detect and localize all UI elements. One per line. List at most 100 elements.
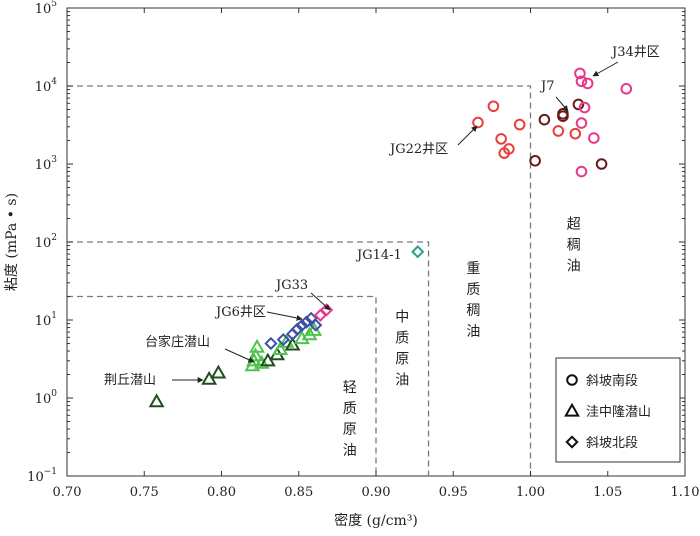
region-boundary bbox=[67, 85, 532, 476]
region-labels: 轻质原油 中质原油 重质稠油 超稠油 bbox=[343, 216, 581, 459]
y-tick-label: 10−1 bbox=[27, 467, 57, 485]
region-label: 中质原油 bbox=[395, 310, 409, 389]
annotation: JG14-1 bbox=[355, 248, 402, 263]
diamond-point bbox=[290, 322, 304, 336]
x-tick-label: 0.90 bbox=[362, 485, 391, 500]
circle-point bbox=[529, 154, 541, 167]
circle-point bbox=[503, 143, 515, 155]
annotation-arrow bbox=[457, 125, 478, 146]
triangle-point bbox=[210, 364, 227, 379]
series-triangle bbox=[148, 321, 323, 408]
annotation-label: 台家庄潜山 bbox=[145, 334, 210, 350]
circle-point bbox=[595, 158, 608, 170]
legend-circle-icon bbox=[566, 374, 578, 386]
x-tick-label: 1.05 bbox=[593, 485, 622, 500]
annotation: J34井区 bbox=[592, 45, 660, 77]
annotation: J7 bbox=[539, 79, 569, 112]
y-tick-label: 104 bbox=[35, 77, 58, 95]
annotation: 台家庄潜山 bbox=[145, 334, 255, 363]
triangle-point bbox=[301, 326, 318, 341]
diamond-point bbox=[309, 318, 323, 332]
x-tick-label: 0.70 bbox=[53, 485, 82, 500]
circle-point bbox=[569, 127, 582, 140]
annotation: JG22井区 bbox=[388, 125, 478, 157]
diamond-point bbox=[276, 333, 290, 347]
region-boundaries bbox=[67, 85, 532, 476]
region-boundary bbox=[67, 295, 377, 476]
circle-point bbox=[575, 117, 588, 129]
annotation: JG33 bbox=[274, 278, 331, 311]
data-points bbox=[148, 67, 633, 408]
legend-label: 斜坡南段 bbox=[586, 373, 638, 389]
circle-point bbox=[574, 67, 586, 80]
triangle-point bbox=[272, 341, 289, 356]
circle-point bbox=[620, 83, 633, 95]
circle-point bbox=[552, 125, 565, 137]
x-tick-label: 0.85 bbox=[284, 485, 313, 500]
region-label-text: 重质稠油 bbox=[466, 261, 480, 340]
annotation-arrow bbox=[310, 292, 331, 311]
triangle-point bbox=[278, 333, 295, 348]
legend-label: 洼中隆潜山 bbox=[586, 405, 651, 420]
circle-point bbox=[581, 77, 594, 90]
annotation-arrow bbox=[555, 96, 569, 112]
circle-point bbox=[513, 118, 526, 131]
annotation-label: JG14-1 bbox=[355, 248, 402, 263]
diamond-point bbox=[299, 315, 314, 329]
y-tick-label: 103 bbox=[35, 155, 58, 173]
triangle-point bbox=[247, 347, 264, 362]
circle-point bbox=[575, 75, 588, 88]
annotation-label: J7 bbox=[539, 79, 554, 94]
circle-point bbox=[495, 133, 507, 145]
legend-box bbox=[555, 357, 681, 463]
annotation-label: JG22井区 bbox=[388, 142, 448, 157]
annotation-arrow bbox=[224, 348, 255, 363]
circle-point bbox=[588, 132, 600, 144]
region-label-text: 轻质原油 bbox=[343, 380, 357, 459]
legend-label: 斜坡北段 bbox=[586, 436, 638, 451]
triangle-point bbox=[148, 393, 165, 408]
region-boundary bbox=[67, 241, 430, 476]
circle-point bbox=[578, 101, 591, 114]
y-tick-label: 100 bbox=[35, 389, 58, 407]
y-tick-label: 105 bbox=[35, 0, 58, 17]
annotation-label: JG33 bbox=[274, 278, 308, 293]
circle-point bbox=[472, 116, 484, 129]
x-tick-label: 0.75 bbox=[130, 485, 159, 500]
circle-point bbox=[575, 165, 588, 178]
circle-point bbox=[538, 113, 551, 126]
x-axis-title: 密度 (g/cm³) bbox=[334, 512, 418, 529]
annotation-label: 荆丘潜山 bbox=[104, 372, 156, 388]
diamond-point bbox=[264, 336, 278, 351]
x-axis-ticks: 0.70 0.75 0.80 0.85 0.90 0.95 1.00 1.05 1.10 bbox=[53, 8, 700, 500]
x-tick-label: 0.95 bbox=[439, 485, 468, 500]
legend-triangle-icon bbox=[564, 402, 580, 417]
region-label-text: 中质原油 bbox=[395, 310, 409, 389]
x-tick-label: 1.10 bbox=[671, 485, 700, 500]
triangle-point bbox=[249, 338, 265, 353]
region-label: 轻质原油 bbox=[343, 380, 357, 459]
annotation-arrow bbox=[592, 61, 619, 77]
legend-diamond-icon bbox=[565, 435, 579, 449]
annotation: JG6井区 bbox=[214, 305, 303, 321]
triangle-point bbox=[253, 354, 270, 369]
y-axis-title: 粘度 (mPa • s) bbox=[4, 193, 20, 291]
annotation-arrow bbox=[266, 311, 303, 321]
region-label: 重质稠油 bbox=[466, 261, 480, 340]
series-diamond bbox=[264, 245, 425, 351]
diamond-point bbox=[295, 318, 309, 333]
y-tick-label: 101 bbox=[35, 311, 57, 329]
x-tick-label: 1.00 bbox=[516, 485, 545, 500]
annotation-label: J34井区 bbox=[610, 45, 660, 60]
diamond-point bbox=[411, 245, 425, 259]
annotation-label: JG6井区 bbox=[214, 305, 266, 320]
x-tick-label: 0.80 bbox=[207, 485, 236, 500]
series-circle bbox=[472, 67, 633, 178]
circle-point bbox=[487, 100, 500, 113]
annotation: 荆丘潜山 bbox=[104, 372, 204, 388]
circle-point bbox=[572, 98, 585, 111]
